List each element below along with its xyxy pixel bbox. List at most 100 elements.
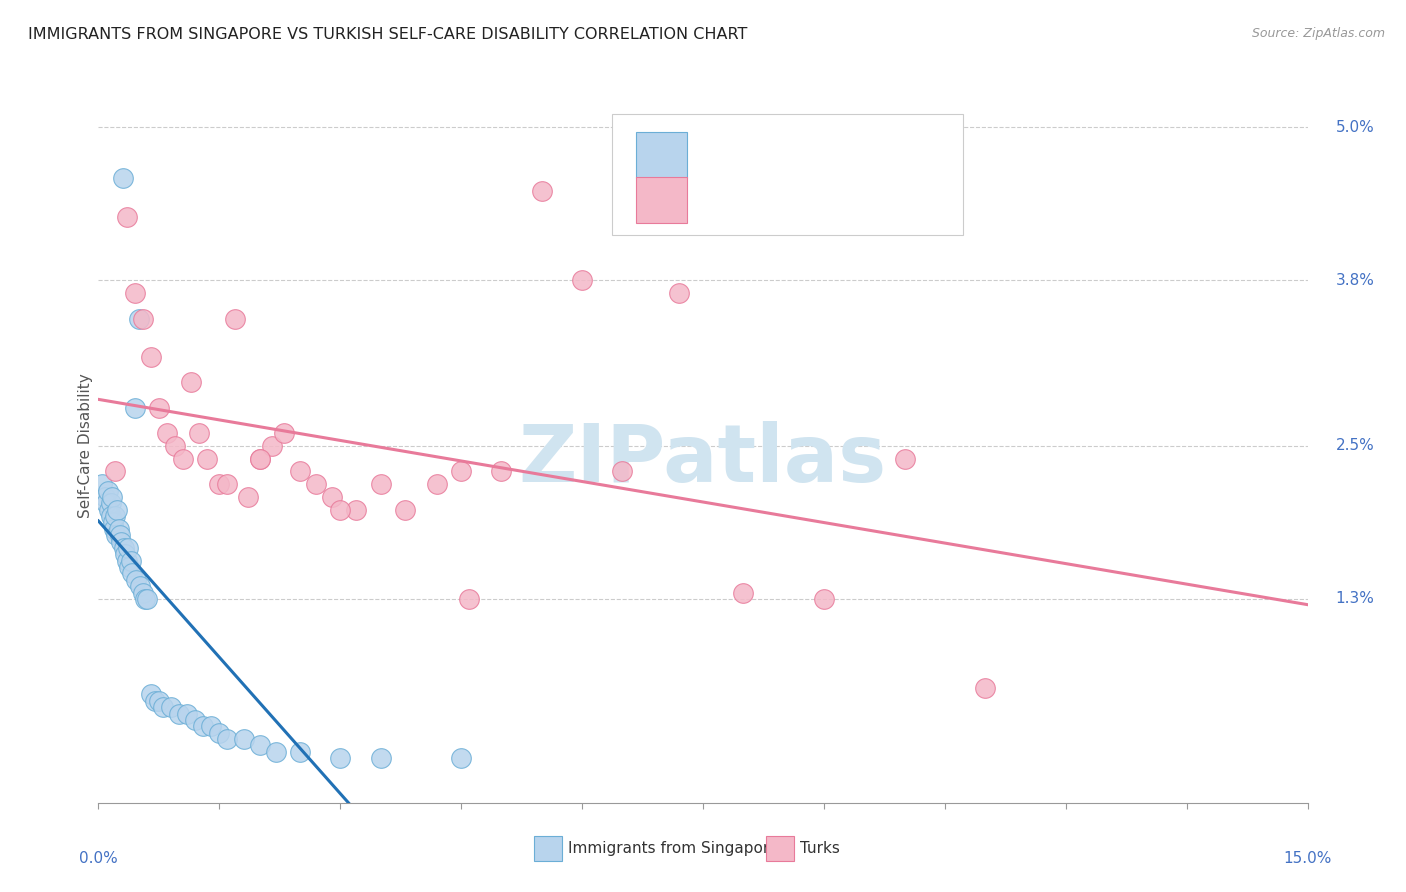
Text: Immigrants from Singapore: Immigrants from Singapore bbox=[568, 841, 779, 855]
Point bbox=[101, 490, 124, 504]
Point bbox=[96, 496, 118, 510]
Point bbox=[163, 439, 186, 453]
Point bbox=[370, 477, 392, 491]
Point bbox=[188, 426, 211, 441]
Point bbox=[135, 591, 157, 606]
Point bbox=[305, 477, 328, 491]
Point bbox=[148, 401, 170, 415]
Point bbox=[97, 483, 120, 498]
Point bbox=[97, 502, 120, 516]
Point bbox=[264, 745, 287, 759]
Point bbox=[111, 171, 134, 186]
FancyBboxPatch shape bbox=[637, 132, 688, 178]
Point bbox=[184, 713, 207, 727]
Point bbox=[450, 751, 472, 765]
Point bbox=[117, 541, 139, 555]
Text: 5.0%: 5.0% bbox=[1336, 120, 1375, 135]
Point bbox=[112, 541, 135, 555]
Point bbox=[426, 477, 449, 491]
Point bbox=[103, 522, 125, 536]
Point bbox=[208, 477, 231, 491]
Y-axis label: Self-Care Disability: Self-Care Disability bbox=[77, 374, 93, 518]
Point bbox=[132, 585, 155, 599]
Point bbox=[236, 490, 259, 504]
Point bbox=[612, 465, 634, 479]
Text: 3.8%: 3.8% bbox=[1336, 273, 1375, 288]
Point bbox=[208, 725, 231, 739]
Point bbox=[260, 439, 283, 453]
Text: N =: N = bbox=[865, 147, 898, 162]
Point bbox=[167, 706, 190, 721]
Point bbox=[124, 401, 146, 415]
Point bbox=[115, 554, 138, 568]
Point bbox=[195, 451, 218, 466]
Point bbox=[134, 591, 156, 606]
Text: 15.0%: 15.0% bbox=[1284, 851, 1331, 866]
Text: N =: N = bbox=[865, 193, 898, 207]
Text: Source: ZipAtlas.com: Source: ZipAtlas.com bbox=[1251, 27, 1385, 40]
Point bbox=[249, 739, 271, 753]
Point bbox=[94, 490, 117, 504]
Point bbox=[121, 566, 143, 581]
Point bbox=[91, 477, 114, 491]
Point bbox=[107, 522, 129, 536]
Point bbox=[139, 350, 162, 364]
Point bbox=[288, 465, 311, 479]
Point bbox=[370, 751, 392, 765]
Point bbox=[893, 451, 915, 466]
Point bbox=[132, 311, 155, 326]
Point bbox=[103, 465, 125, 479]
FancyBboxPatch shape bbox=[612, 114, 963, 235]
Point bbox=[668, 286, 690, 301]
Point bbox=[217, 477, 239, 491]
Point bbox=[571, 273, 593, 287]
Text: ZIPatlas: ZIPatlas bbox=[519, 421, 887, 500]
Point bbox=[176, 706, 198, 721]
Point bbox=[105, 528, 128, 542]
Point bbox=[156, 426, 179, 441]
Text: IMMIGRANTS FROM SINGAPORE VS TURKISH SELF-CARE DISABILITY CORRELATION CHART: IMMIGRANTS FROM SINGAPORE VS TURKISH SEL… bbox=[28, 27, 748, 42]
Point bbox=[329, 502, 352, 516]
Point bbox=[200, 719, 222, 733]
Text: 39: 39 bbox=[924, 193, 945, 207]
Point bbox=[128, 311, 150, 326]
Point bbox=[813, 591, 835, 606]
Point bbox=[105, 502, 128, 516]
Point bbox=[125, 573, 148, 587]
Point bbox=[180, 376, 202, 390]
Point bbox=[224, 311, 246, 326]
Text: 50: 50 bbox=[924, 147, 945, 162]
Point bbox=[344, 502, 367, 516]
Point bbox=[974, 681, 997, 695]
Point bbox=[100, 509, 122, 524]
Point bbox=[217, 732, 239, 747]
Text: R =: R = bbox=[702, 193, 740, 207]
Point bbox=[143, 694, 166, 708]
Point bbox=[114, 547, 136, 561]
Point bbox=[129, 579, 152, 593]
Point bbox=[458, 591, 481, 606]
Point bbox=[172, 451, 194, 466]
Point bbox=[139, 688, 162, 702]
Point bbox=[115, 210, 138, 224]
Point bbox=[160, 700, 183, 714]
Text: R =: R = bbox=[702, 147, 735, 162]
Point bbox=[733, 585, 755, 599]
Text: -0.201: -0.201 bbox=[759, 147, 814, 162]
Point bbox=[273, 426, 295, 441]
Point bbox=[110, 534, 132, 549]
Text: Turks: Turks bbox=[800, 841, 839, 855]
Point bbox=[394, 502, 416, 516]
Point bbox=[249, 451, 271, 466]
Point bbox=[232, 732, 254, 747]
Point bbox=[108, 528, 131, 542]
Point bbox=[101, 516, 124, 530]
Text: 2.5%: 2.5% bbox=[1336, 439, 1375, 453]
Point bbox=[193, 719, 215, 733]
Point bbox=[321, 490, 343, 504]
Point bbox=[491, 465, 513, 479]
Point bbox=[530, 184, 553, 198]
Point bbox=[148, 694, 170, 708]
Point bbox=[103, 509, 125, 524]
Point bbox=[124, 286, 146, 301]
